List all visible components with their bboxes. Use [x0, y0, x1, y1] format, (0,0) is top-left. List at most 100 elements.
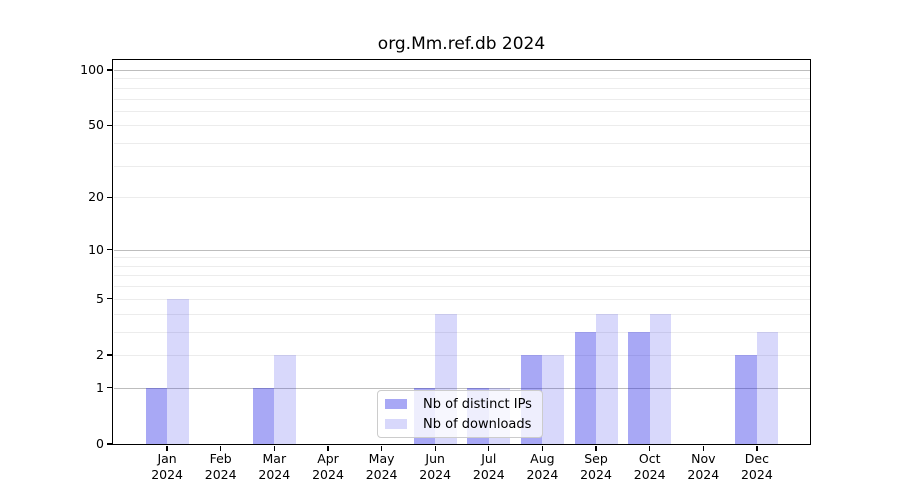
- x-tick-month: Sep: [584, 451, 608, 466]
- x-tick-year: 2024: [472, 466, 505, 482]
- legend-swatch-downloads: [385, 419, 407, 429]
- gridline-minor: [113, 265, 811, 267]
- x-tick-label: Apr 2024: [296, 451, 360, 482]
- x-tick-year: 2024: [740, 466, 773, 482]
- x-tick: [541, 445, 544, 451]
- gridline-minor: [113, 257, 811, 259]
- x-tick: [649, 445, 651, 451]
- x-tick-year: 2024: [312, 466, 344, 482]
- x-tick: [756, 445, 758, 451]
- x-tick-month: Aug: [530, 451, 555, 466]
- x-tick-year: 2024: [204, 466, 237, 482]
- plot-area: [113, 60, 811, 444]
- chart-title: org.Mm.ref.db 2024: [377, 34, 546, 54]
- gridline-minor: [113, 298, 811, 300]
- y-tick: [107, 354, 113, 356]
- x-tick-month: Jan: [157, 451, 177, 466]
- y-tick-label: 2: [96, 346, 104, 362]
- y-tick-label: 20: [88, 189, 104, 205]
- x-tick-month: Feb: [209, 451, 232, 466]
- x-tick-label: Mar 2024: [242, 451, 306, 482]
- x-tick-year: 2024: [526, 466, 559, 482]
- x-tick-label: Sep 2024: [564, 451, 628, 482]
- bar-nb-of-distinct-ips-dec-2024: [735, 354, 757, 444]
- y-tick: [107, 298, 113, 300]
- y-tick-label: 50: [88, 117, 104, 133]
- x-tick-month: Dec: [744, 451, 769, 466]
- gridline-minor: [113, 313, 811, 315]
- x-tick-label: Jan 2024: [135, 451, 199, 482]
- y-tick-label: 0: [96, 436, 104, 451]
- bar-nb-of-downloads-oct-2024: [649, 313, 672, 444]
- x-tick-label: Jun 2024: [403, 451, 467, 482]
- x-tick-year: 2024: [151, 466, 183, 482]
- bar-nb-of-downloads-dec-2024: [756, 331, 779, 444]
- gridline-minor: [113, 275, 811, 277]
- gridline-minor: [113, 98, 811, 100]
- x-tick-month: May: [368, 451, 395, 466]
- gridline-minor: [113, 331, 811, 333]
- gridline-minor: [113, 197, 811, 199]
- x-tick-year: 2024: [580, 466, 612, 482]
- x-tick: [380, 445, 383, 451]
- y-tick: [107, 196, 113, 198]
- legend: Nb of distinct IPs Nb of downloads: [377, 390, 543, 438]
- bar-nb-of-distinct-ips-sep-2024: [574, 331, 596, 444]
- y-tick: [107, 124, 113, 126]
- bar-nb-of-downloads-jan-2024: [167, 298, 189, 444]
- x-tick-month: Oct: [638, 451, 661, 466]
- y-tick: [107, 443, 113, 445]
- x-tick-month: Jun: [425, 451, 445, 466]
- gridline-minor: [113, 110, 811, 112]
- x-tick-label: Jul 2024: [457, 451, 521, 482]
- y-tick: [107, 69, 113, 71]
- gridline-minor: [113, 286, 811, 288]
- gridline-major: [113, 387, 811, 389]
- x-tick: [702, 445, 704, 451]
- gridline-minor: [113, 165, 811, 167]
- y-tick-label: 1: [96, 379, 104, 395]
- x-tick-month: Nov: [691, 451, 716, 466]
- x-tick: [220, 445, 222, 451]
- legend-entry-downloads: Nb of downloads: [385, 416, 534, 432]
- x-tick-year: 2024: [419, 466, 452, 482]
- x-tick: [166, 445, 168, 451]
- gridline-minor: [113, 125, 811, 127]
- y-tick: [107, 248, 113, 251]
- x-tick: [488, 445, 490, 451]
- legend-label-distinct-ips: Nb of distinct IPs: [423, 396, 532, 412]
- bar-nb-of-downloads-sep-2024: [596, 313, 618, 444]
- legend-label-downloads: Nb of downloads: [423, 416, 532, 432]
- gridline-major: [113, 69, 811, 71]
- x-tick-label: Aug 2024: [510, 451, 574, 482]
- x-tick-month: Apr: [317, 451, 339, 466]
- x-tick-month: Jul: [481, 451, 497, 466]
- x-tick: [434, 445, 436, 451]
- x-tick: [327, 445, 329, 451]
- bar-nb-of-downloads-mar-2024: [274, 354, 296, 444]
- x-tick-year: 2024: [687, 466, 720, 482]
- bar-nb-of-downloads-aug-2024: [542, 354, 564, 444]
- y-tick-label: 10: [88, 241, 104, 257]
- y-tick-label: 100: [80, 61, 104, 77]
- x-tick-label: Feb 2024: [189, 451, 253, 482]
- gridline-major: [113, 249, 811, 251]
- bar-nb-of-distinct-ips-jan-2024: [145, 387, 168, 444]
- gridline-minor: [113, 143, 811, 145]
- x-tick-label: Dec 2024: [725, 451, 789, 482]
- gridline-minor: [113, 78, 811, 80]
- bar-nb-of-distinct-ips-oct-2024: [628, 331, 650, 444]
- y-tick: [107, 387, 113, 389]
- y-tick-label: 5: [96, 290, 104, 306]
- bar-nb-of-distinct-ips-mar-2024: [252, 387, 275, 444]
- x-tick: [273, 445, 275, 451]
- x-tick-label: May 2024: [350, 451, 414, 482]
- gridline-minor: [113, 87, 811, 89]
- x-tick-month: Mar: [262, 451, 287, 466]
- legend-entry-distinct-ips: Nb of distinct IPs: [385, 396, 534, 412]
- x-tick: [595, 445, 597, 451]
- x-tick-label: Nov 2024: [671, 451, 735, 482]
- gridline-minor: [113, 354, 811, 356]
- x-tick-label: Oct 2024: [618, 451, 682, 482]
